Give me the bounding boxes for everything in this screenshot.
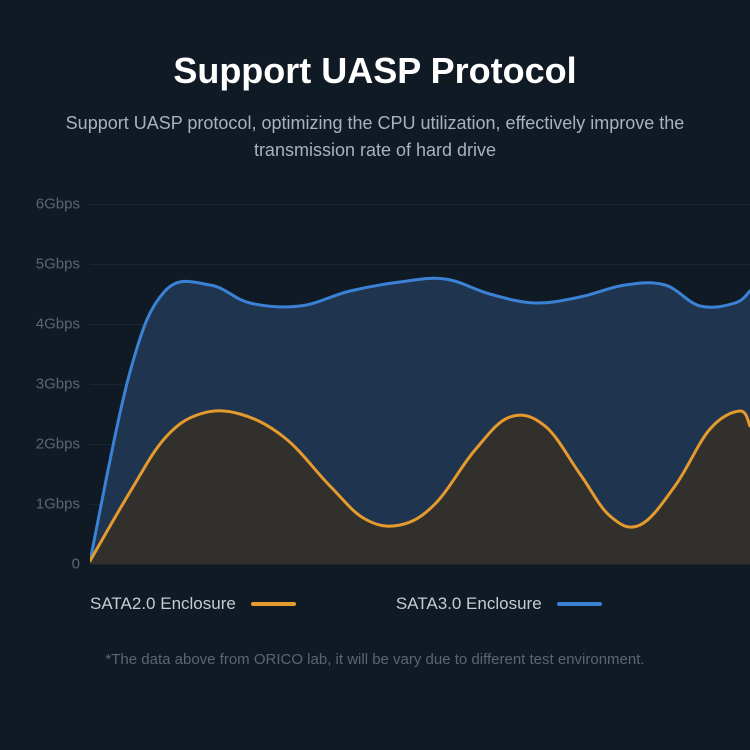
y-tick-label: 4Gbps xyxy=(36,316,90,333)
legend-label: SATA3.0 Enclosure xyxy=(396,594,542,614)
legend-swatch xyxy=(557,602,602,606)
subtitle-text: Support UASP protocol, optimizing the CP… xyxy=(0,110,750,164)
footnote-text: *The data above from ORICO lab, it will … xyxy=(0,649,750,672)
y-tick-label: 0 xyxy=(72,556,90,573)
y-tick-label: 1Gbps xyxy=(36,496,90,513)
legend-label: SATA2.0 Enclosure xyxy=(90,594,236,614)
chart-area: 01Gbps2Gbps3Gbps4Gbps5Gbps6Gbps xyxy=(90,204,750,564)
y-tick-label: 2Gbps xyxy=(36,436,90,453)
area-chart-svg xyxy=(90,204,750,564)
page-title: Support UASP Protocol xyxy=(0,50,750,92)
legend-swatch xyxy=(251,602,296,606)
legend: SATA2.0 Enclosure SATA3.0 Enclosure xyxy=(90,594,750,614)
legend-item: SATA2.0 Enclosure xyxy=(90,594,296,614)
gridline xyxy=(90,564,750,565)
y-tick-label: 6Gbps xyxy=(36,196,90,213)
y-tick-label: 5Gbps xyxy=(36,256,90,273)
y-tick-label: 3Gbps xyxy=(36,376,90,393)
legend-item: SATA3.0 Enclosure xyxy=(396,594,602,614)
infographic-container: Support UASP Protocol Support UASP proto… xyxy=(0,0,750,750)
